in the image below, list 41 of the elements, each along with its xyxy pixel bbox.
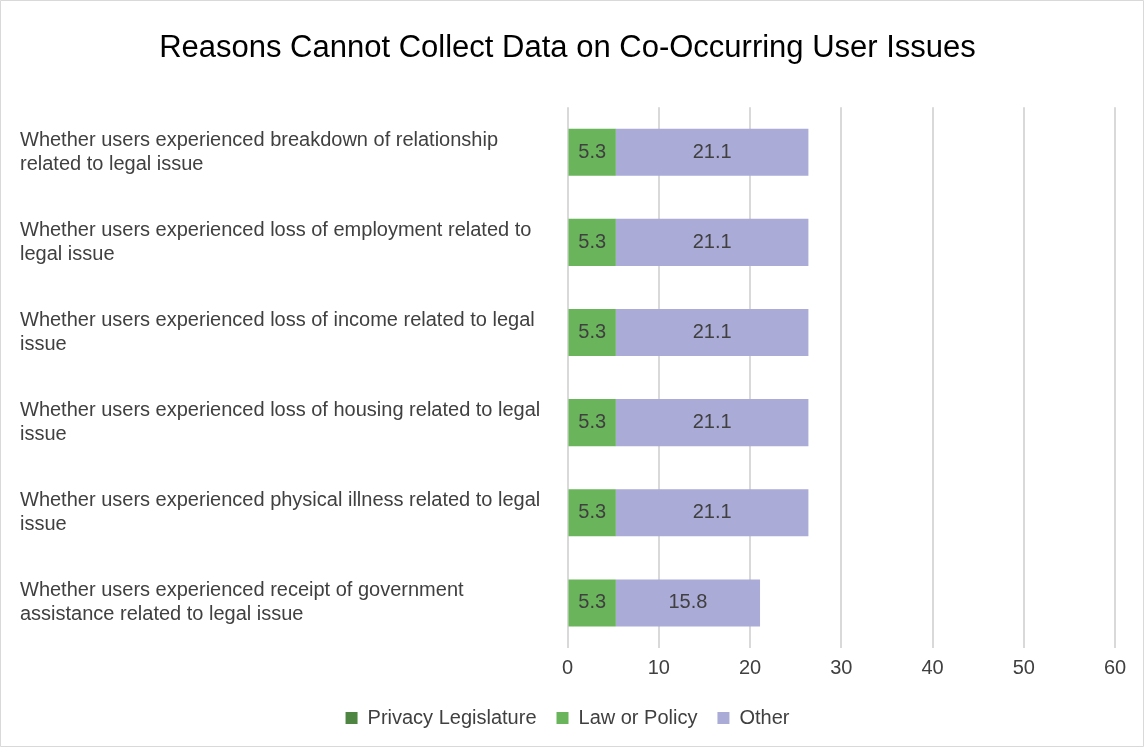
y-tick-label: Whether users experienced breakdown of relationship related to legal issue	[20, 127, 499, 174]
legend-label: Other	[739, 705, 790, 728]
y-tick-label: Whether users experienced physical illness related to legal issue	[20, 488, 541, 535]
legend-label: Law or Policy	[578, 705, 698, 728]
y-tick-label: Whether users experienced loss of income related to legal issue	[20, 308, 535, 355]
data-label: 21.1	[692, 139, 732, 162]
legend-label: Privacy Legislature	[367, 705, 537, 728]
bar	[568, 128, 616, 176]
bar	[615, 489, 809, 537]
bar	[615, 218, 809, 266]
x-tick-label: 40	[921, 655, 944, 678]
data-label: 21.1	[692, 500, 732, 523]
data-label: 5.3	[578, 410, 607, 433]
y-tick-label: Whether users experienced loss of employment related to legal issue	[20, 217, 532, 264]
x-tick-label: 50	[1012, 655, 1035, 678]
bar	[615, 399, 809, 447]
data-label: 5.3	[578, 229, 607, 252]
bar	[568, 579, 616, 627]
data-label: 5.3	[578, 139, 607, 162]
data-label: 21.1	[692, 320, 732, 343]
x-tick-label: 60	[1103, 655, 1127, 678]
bar	[568, 489, 616, 537]
data-label: 5.3	[578, 590, 607, 613]
bar	[615, 579, 761, 627]
bar	[568, 399, 616, 447]
data-label: 21.1	[692, 410, 732, 433]
x-tick-label: 30	[830, 655, 853, 678]
data-label: 15.8	[668, 590, 708, 613]
bar	[568, 218, 616, 266]
bar	[615, 128, 809, 176]
chart-title: Reasons Cannot Collect Data on Co-Occurring User Issues	[159, 29, 976, 65]
y-tick-label: Whether users experienced receipt of government assistance related to legal issue	[20, 578, 465, 625]
data-label: 21.1	[692, 229, 732, 252]
data-label: 5.3	[578, 500, 607, 523]
data-label: 5.3	[578, 320, 607, 343]
bar	[615, 308, 809, 357]
x-tick-label: 0	[561, 655, 574, 678]
bar	[568, 308, 616, 357]
y-tick-label: Whether users experienced loss of housing related to legal issue	[20, 398, 541, 445]
x-tick-label: 20	[738, 655, 762, 678]
x-tick-label: 10	[647, 655, 670, 678]
